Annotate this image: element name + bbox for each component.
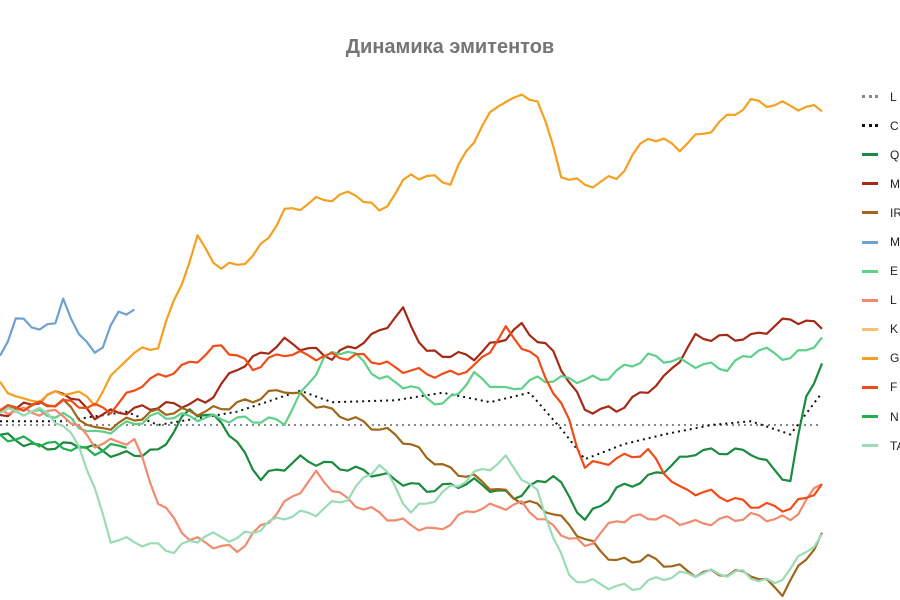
legend-item[interactable]: K [862,315,900,344]
legend-item[interactable]: G [862,344,900,373]
series-line-9 [0,93,823,407]
series-line-5 [0,297,135,357]
legend-swatch [862,182,878,186]
legend-label: Q [890,147,900,162]
legend-swatch [862,298,878,302]
legend-swatch [862,95,878,99]
legend-swatch [862,327,878,331]
legend-label: IR [890,205,900,220]
legend-swatch [862,124,878,128]
series-line-4 [0,389,823,598]
series-line-11 [0,433,127,457]
legend-swatch [862,356,878,360]
legend-label: M [890,235,900,250]
legend-label: M [890,176,900,191]
series-line-1 [0,389,823,461]
legend-swatch [862,269,878,273]
series-line-3 [0,306,823,421]
legend-label: L [890,89,897,104]
legend-swatch [862,385,878,389]
legend-item[interactable]: L [862,82,900,111]
legend-label: G [890,351,900,366]
legend-item[interactable]: C [862,111,900,140]
series-line-7 [0,406,823,554]
legend: LCQMIRMELKGFNTA [862,82,900,460]
legend-item[interactable]: TA [862,431,900,460]
series-line-6 [0,336,823,435]
legend-label: L [890,293,897,308]
legend-swatch [862,153,878,157]
legend-label: K [890,322,899,337]
legend-item[interactable]: M [862,169,900,198]
legend-item[interactable]: E [862,257,900,286]
legend-item[interactable]: IR [862,198,900,227]
legend-item[interactable]: M [862,227,900,256]
chart-title: Динамика эмитентов [345,36,555,58]
series-line-2 [0,362,824,521]
legend-swatch [862,415,878,419]
legend-swatch [862,444,878,448]
legend-label: E [890,264,899,279]
legend-label: C [890,118,899,133]
legend-swatch [862,211,878,215]
legend-label: F [890,380,898,395]
series-line-10 [0,325,823,513]
legend-label: N [890,409,899,424]
legend-item[interactable]: Q [862,140,900,169]
legend-item[interactable]: N [862,402,900,431]
legend-item[interactable]: F [862,373,900,402]
legend-item[interactable]: L [862,286,900,315]
series-line-12 [0,406,823,591]
legend-label: TA [890,438,900,453]
legend-swatch [862,240,878,244]
